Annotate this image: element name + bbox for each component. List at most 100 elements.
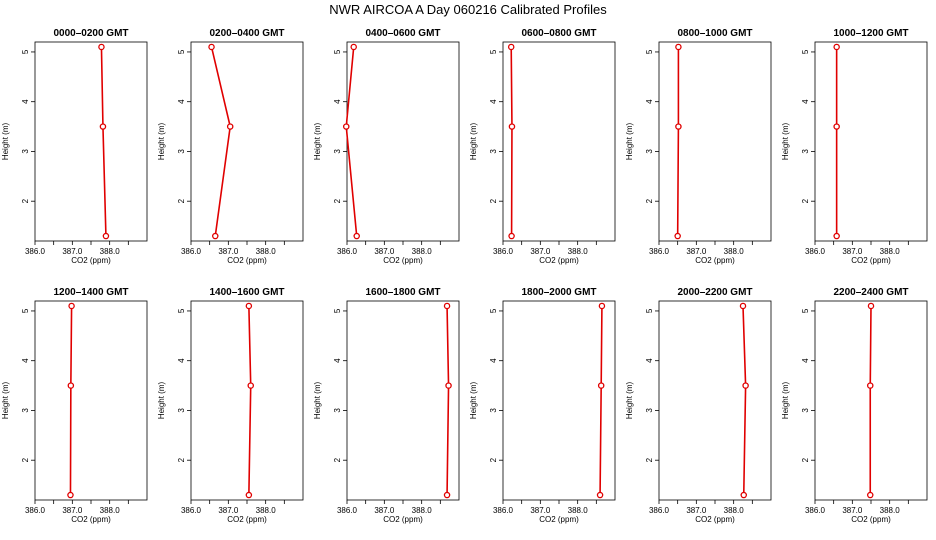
plot-frame (346, 41, 460, 242)
x-tick-label: 388.0 (256, 247, 277, 256)
y-tick-label: 3 (801, 149, 810, 154)
y-tick-label: 2 (801, 198, 810, 203)
panel-title: 1600–1800 GMT (365, 287, 440, 298)
panel-title: 0000–0200 GMT (53, 28, 128, 39)
y-axis-label: Height (m) (469, 381, 478, 419)
y-tick-label: 5 (645, 49, 654, 54)
y-axis-label: Height (m) (781, 122, 790, 160)
x-tick-label: 388.0 (880, 506, 901, 515)
profile-line (100, 46, 107, 237)
x-axis-label: CO2 (ppm) (851, 256, 891, 265)
plot-frame (658, 41, 772, 242)
y-tick-label: 2 (645, 198, 654, 203)
profile-line (345, 46, 358, 237)
profile-point (247, 382, 254, 389)
profile-panel-9: 1600–1800 GMT 386.0 387.0 388.0 2 3 4 5 CO2 (ppm… (313, 287, 460, 524)
x-tick-label: 386.0 (493, 247, 514, 256)
profile-point (343, 123, 350, 130)
y-tick-label: 3 (801, 408, 810, 413)
panel-title: 2000–2200 GMT (677, 287, 752, 298)
profile-point (443, 302, 451, 310)
x-axis-label: CO2 (ppm) (227, 256, 267, 265)
profile-point (212, 232, 219, 240)
plot-frame (814, 41, 928, 242)
x-tick-label: 388.0 (100, 247, 121, 256)
y-tick-label: 3 (645, 408, 654, 413)
y-axis-label: Height (m) (157, 122, 166, 160)
x-axis-label: CO2 (ppm) (851, 515, 891, 524)
profile-line (676, 46, 680, 237)
profile-line (248, 305, 252, 496)
y-tick-label: 5 (21, 49, 30, 54)
x-tick-label: 386.0 (649, 506, 670, 515)
profile-point (245, 302, 253, 310)
y-tick-label: 3 (21, 408, 30, 413)
profile-point (67, 382, 75, 389)
y-tick-label: 5 (333, 308, 342, 313)
y-axis-label: Height (m) (1, 122, 10, 160)
y-tick-label: 2 (333, 198, 342, 203)
x-axis-label: CO2 (ppm) (71, 256, 111, 265)
y-tick-label: 3 (489, 149, 498, 154)
x-tick-label: 386.0 (649, 247, 670, 256)
profile-line (446, 305, 450, 496)
x-tick-label: 388.0 (880, 247, 901, 256)
y-axis-label: Height (m) (781, 381, 790, 419)
x-tick-label: 388.0 (568, 506, 589, 515)
y-tick-label: 4 (801, 99, 810, 104)
profile-point (226, 123, 234, 130)
profile-point (833, 123, 840, 130)
y-tick-label: 5 (21, 308, 30, 313)
profile-panel-1: 0000–0200 GMT 386.0 387.0 388.0 2 3 4 5 CO2 (ppm… (1, 28, 148, 265)
plot-frame (34, 41, 148, 242)
profile-panel-10: 1800–2000 GMT 386.0 387.0 388.0 2 3 4 5 CO2 (ppm… (469, 287, 616, 524)
profile-point (833, 43, 840, 51)
panel-title: 0800–1000 GMT (677, 28, 752, 39)
profile-point (597, 382, 605, 389)
x-axis-label: CO2 (ppm) (695, 256, 735, 265)
x-axis-label: CO2 (ppm) (539, 256, 579, 265)
y-axis-label: Height (m) (313, 122, 322, 160)
profile-point (598, 302, 606, 310)
y-tick-label: 5 (177, 49, 186, 54)
profile-line (69, 305, 73, 496)
y-tick-label: 4 (489, 358, 498, 363)
x-tick-label: 388.0 (100, 506, 121, 515)
profile-panel-6: 1000–1200 GMT 386.0 387.0 388.0 2 3 4 5 CO2 (ppm… (781, 28, 928, 265)
plot-frame (502, 300, 616, 501)
profile-point (675, 123, 682, 130)
profile-panels: 0000–0200 GMT 386.0 387.0 388.0 2 3 4 5 CO2 (ppm… (1, 28, 928, 524)
profile-line (599, 305, 603, 496)
profile-point (99, 123, 107, 130)
y-tick-label: 5 (801, 49, 810, 54)
y-tick-label: 5 (177, 308, 186, 313)
x-tick-label: 388.0 (412, 247, 433, 256)
y-tick-label: 4 (333, 99, 342, 104)
plot-frame (190, 300, 304, 501)
x-tick-label: 386.0 (181, 506, 202, 515)
y-axis-label: Height (m) (313, 381, 322, 419)
y-axis-label: Height (m) (157, 381, 166, 419)
profile-panel-4: 0600–0800 GMT 386.0 387.0 388.0 2 3 4 5 CO2 (ppm… (469, 28, 616, 265)
profile-point (445, 382, 452, 389)
x-tick-label: 387.0 (530, 247, 551, 256)
profile-point (508, 232, 515, 240)
x-tick-label: 387.0 (374, 506, 395, 515)
y-tick-label: 2 (21, 198, 30, 203)
profile-point (740, 491, 747, 499)
x-tick-label: 386.0 (181, 247, 202, 256)
panel-title: 0200–0400 GMT (209, 28, 284, 39)
profile-point (867, 302, 875, 310)
x-tick-label: 387.0 (842, 506, 863, 515)
y-tick-label: 3 (177, 149, 186, 154)
y-tick-label: 2 (489, 198, 498, 203)
profile-point (867, 491, 874, 499)
y-tick-label: 4 (21, 99, 30, 104)
x-tick-label: 387.0 (530, 506, 551, 515)
x-tick-label: 387.0 (842, 247, 863, 256)
panel-title: 1400–1600 GMT (209, 287, 284, 298)
profile-point (443, 491, 451, 499)
profile-point (67, 491, 74, 499)
plot-frame (190, 41, 304, 242)
